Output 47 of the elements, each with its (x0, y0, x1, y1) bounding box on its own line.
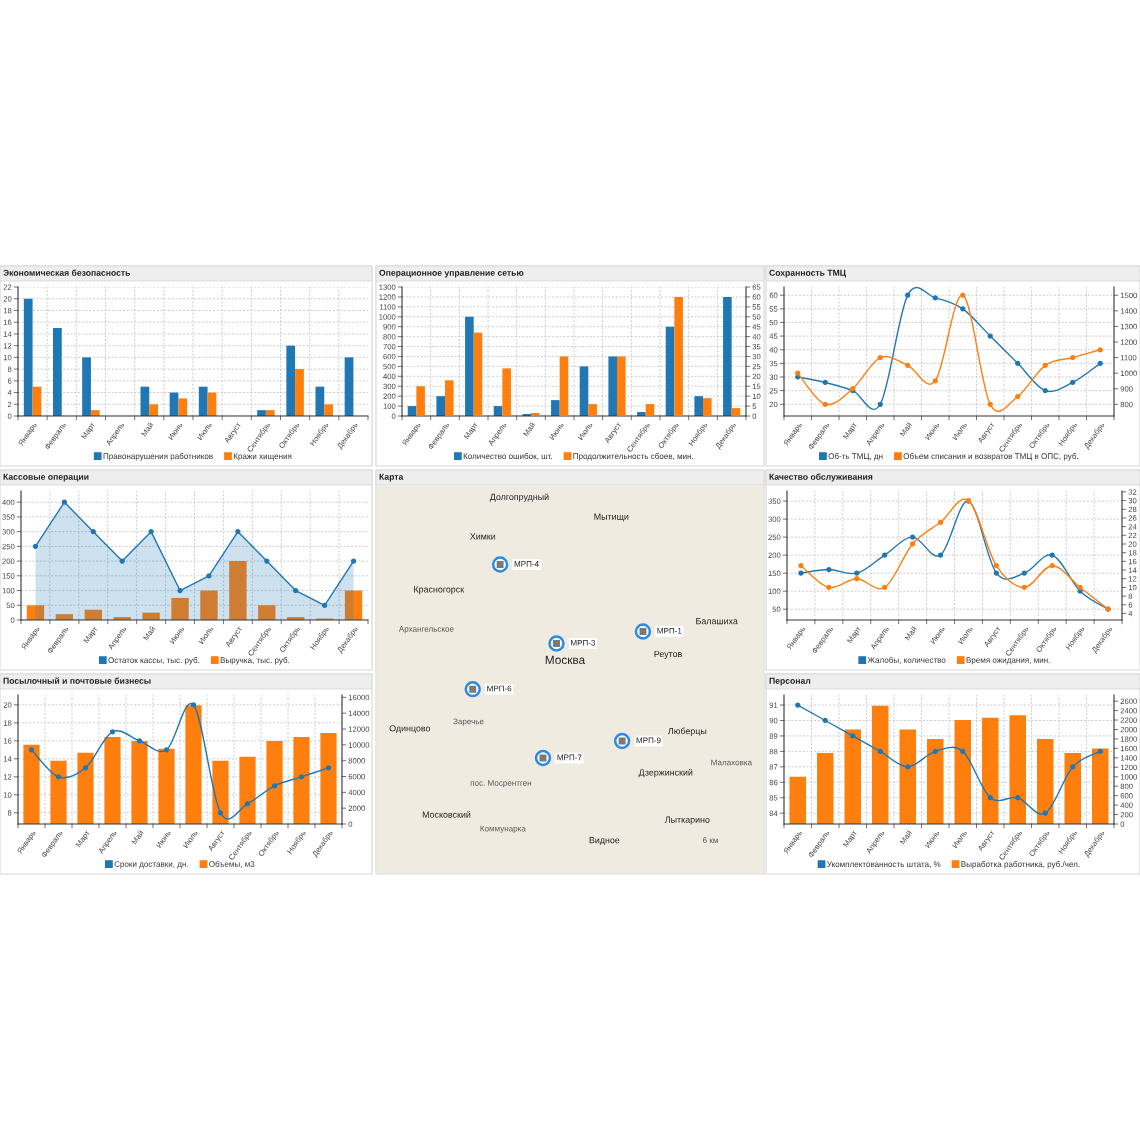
text: Заречье (453, 718, 484, 726)
text: МРП-9 (636, 737, 661, 744)
legend-label: Правонарушения работников (103, 453, 213, 461)
text: Карта (379, 473, 404, 482)
text: Балашиха (696, 618, 738, 625)
legend-label: Сроки доставки, дн. (114, 861, 188, 869)
text: Люберцы (667, 727, 707, 736)
legend-label: Остаток кассы, тыс. руб. (108, 657, 200, 665)
chart-title: Качество обслуживания (769, 473, 873, 482)
text: Архангельское (398, 626, 454, 634)
text: Одинцово (389, 725, 431, 734)
text: Мытищи (594, 513, 629, 522)
chart-title: Посылочный и почтовые бизнесы (3, 677, 151, 684)
text: пос. Мосрентген (470, 780, 532, 788)
chart-title: Операционное управление сетью (379, 269, 524, 278)
chart-title: Экономическая безопасность (3, 269, 131, 276)
text: Реутов (654, 650, 682, 659)
legend-label: Продолжительность сбоев, мин. (573, 453, 694, 461)
text: Красногорск (414, 586, 465, 595)
text: МРП-3 (571, 639, 596, 646)
text: Химки (470, 533, 496, 540)
text: Коммунарка (480, 825, 526, 834)
legend-label: Жалобы, количество (867, 656, 946, 664)
text: 6 км (703, 837, 718, 844)
text: Лыткарино (664, 816, 710, 825)
text: Дзержинский (638, 768, 693, 778)
chart-title: Сохранность ТМЦ (769, 269, 846, 278)
text: Москва (545, 655, 586, 665)
text: Долгопрудный (489, 493, 549, 502)
legend-label: Время ожидания, мин. (966, 657, 1050, 665)
legend-label: Об-ть ТМЦ, дн (828, 453, 883, 461)
legend-label: Кражи хищения (233, 453, 292, 461)
text: Малаховка (711, 759, 753, 766)
text: МРП-1 (657, 628, 682, 634)
legend-label: Выручка, тыс. руб. (220, 657, 290, 665)
text: МРП-6 (487, 685, 512, 692)
text: МРП-7 (557, 754, 582, 761)
chart-title: Персонал (769, 677, 811, 686)
legend-label: Количество ошибок, шт. (463, 453, 552, 460)
text: Видное (589, 837, 620, 845)
legend-label: Выработка работника, руб./чел. (961, 861, 1080, 869)
legend-label: Объем списания и возвратов ТМЦ в ОПС, руб. (903, 453, 1078, 461)
legend-label: Укомплектованность штата, % (827, 861, 941, 868)
text: МРП-4 (514, 561, 539, 567)
legend-label: Объемы, м3 (209, 860, 255, 868)
text: Московский (422, 811, 471, 818)
chart-title: Кассовые операции (3, 473, 89, 482)
